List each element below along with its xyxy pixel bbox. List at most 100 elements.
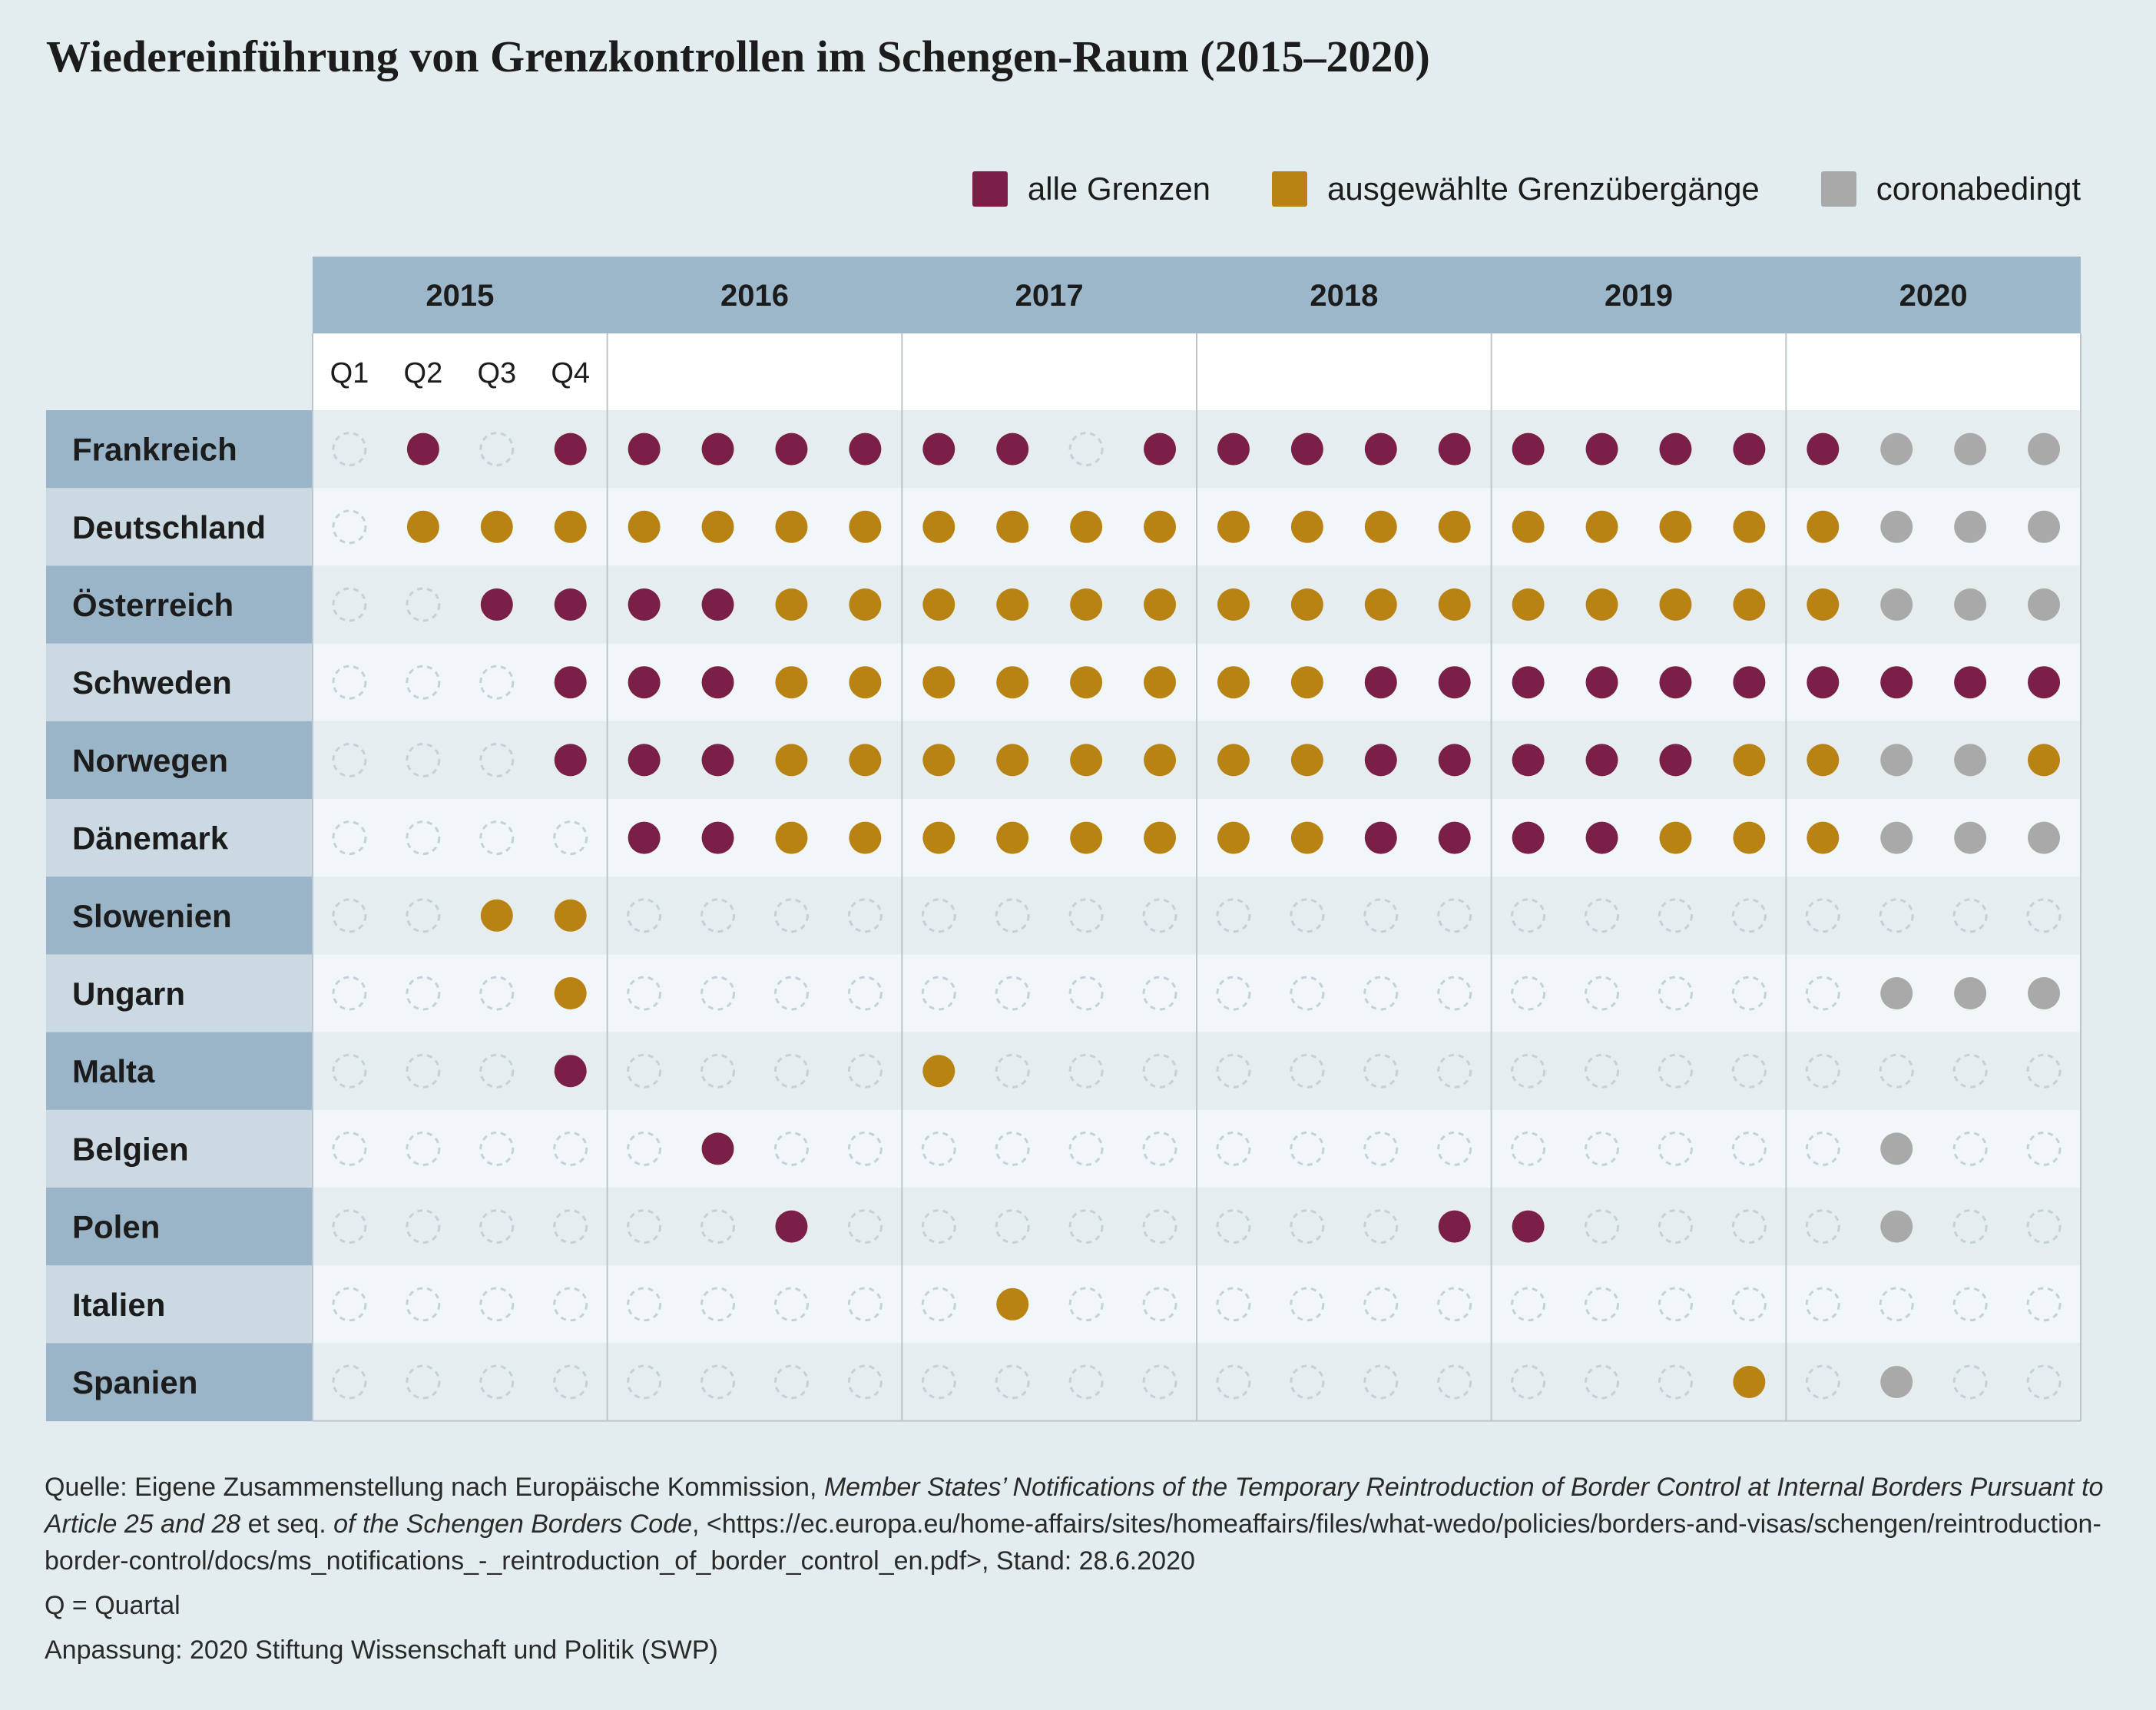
country-label-oesterreich: Österreich xyxy=(72,587,233,623)
legend: alle Grenzen ausgewählte Grenzübergänge … xyxy=(911,171,2081,207)
status-dot xyxy=(1659,588,1692,621)
status-dot xyxy=(1880,588,1913,621)
empty-marker xyxy=(553,1131,588,1166)
status-dot xyxy=(628,821,661,854)
status-dot xyxy=(1217,666,1250,699)
empty-marker xyxy=(332,742,367,777)
empty-marker xyxy=(479,820,515,856)
empty-marker xyxy=(1142,1209,1177,1244)
status-dot xyxy=(1733,1366,1766,1398)
empty-marker xyxy=(1658,1209,1693,1244)
empty-marker xyxy=(773,1364,809,1400)
status-dot xyxy=(1364,666,1397,699)
empty-marker xyxy=(1805,1053,1840,1089)
status-dot xyxy=(775,432,808,466)
status-dot xyxy=(1290,588,1323,621)
empty-marker xyxy=(406,587,441,622)
status-dot xyxy=(1438,588,1471,621)
empty-marker xyxy=(847,1364,883,1400)
legend-swatch-ausgewaehlte-grenzuebergaenge xyxy=(1272,171,1308,207)
empty-marker xyxy=(847,898,883,933)
empty-marker xyxy=(1511,898,1546,933)
empty-marker xyxy=(2026,1364,2062,1400)
status-dot xyxy=(1659,510,1692,543)
year-label-2016: 2016 xyxy=(720,279,789,313)
empty-marker xyxy=(1216,1287,1251,1322)
empty-marker xyxy=(406,976,441,1011)
country-label-cell xyxy=(46,1188,313,1266)
empty-marker xyxy=(1068,1209,1104,1244)
empty-marker xyxy=(847,1287,883,1322)
empty-marker xyxy=(1952,1131,1988,1166)
empty-marker xyxy=(406,1209,441,1244)
empty-marker xyxy=(479,664,515,700)
status-dot xyxy=(1070,821,1103,854)
year-label-2019: 2019 xyxy=(1605,279,1673,313)
status-dot xyxy=(849,666,882,699)
quarter-label-q3: Q3 xyxy=(477,357,516,389)
empty-marker xyxy=(1879,1287,1914,1322)
status-dot xyxy=(1364,432,1397,466)
empty-marker xyxy=(1363,1287,1399,1322)
status-dot xyxy=(1438,821,1471,854)
empty-marker xyxy=(1952,1209,1988,1244)
empty-marker xyxy=(773,1053,809,1089)
empty-marker xyxy=(1363,1209,1399,1244)
source-prefix: Quelle: Eigene Zusammenstellung nach Eur… xyxy=(45,1473,824,1502)
status-dot xyxy=(1807,821,1840,854)
status-dot xyxy=(1364,821,1397,854)
status-dot xyxy=(1290,432,1323,466)
adaptation-note: Anpassung: 2020 Stiftung Wissenschaft un… xyxy=(45,1635,718,1665)
empty-marker xyxy=(332,1287,367,1322)
empty-marker xyxy=(627,976,662,1011)
status-dot xyxy=(2028,977,2061,1009)
empty-marker xyxy=(1437,1364,1472,1400)
status-dot xyxy=(1880,1132,1913,1165)
status-dot xyxy=(922,821,955,854)
status-dot xyxy=(1512,510,1545,543)
empty-marker xyxy=(995,976,1030,1011)
status-dot xyxy=(1512,588,1545,621)
empty-marker xyxy=(553,820,588,856)
status-dot xyxy=(1954,744,1987,777)
empty-marker xyxy=(1658,1287,1693,1322)
empty-marker xyxy=(1142,1053,1177,1089)
empty-marker xyxy=(332,820,367,856)
empty-marker xyxy=(995,1364,1030,1400)
status-dot xyxy=(1733,432,1766,466)
empty-marker xyxy=(1216,976,1251,1011)
empty-marker xyxy=(332,1131,367,1166)
status-dot xyxy=(1659,432,1692,466)
empty-marker xyxy=(1731,1131,1767,1166)
status-dot xyxy=(554,432,587,466)
source-citation: Quelle: Eigene Zusammenstellung nach Eur… xyxy=(45,1469,2118,1579)
status-dot xyxy=(1290,510,1323,543)
empty-marker xyxy=(1142,1131,1177,1166)
empty-marker xyxy=(1805,1131,1840,1166)
status-dot xyxy=(701,821,734,854)
status-dot xyxy=(2028,510,2061,543)
empty-marker xyxy=(1879,1053,1914,1089)
status-dot xyxy=(775,1210,808,1243)
source-url: , <https://ec.europa.eu/home-affairs/sit… xyxy=(45,1510,2101,1576)
status-dot xyxy=(996,432,1029,466)
status-dot xyxy=(1438,744,1471,777)
empty-marker xyxy=(479,1131,515,1166)
status-dot xyxy=(1438,432,1471,466)
status-dot xyxy=(1217,510,1250,543)
legend-label-alle-grenzen: alle Grenzen xyxy=(1027,171,1211,207)
status-dot xyxy=(775,744,808,777)
country-label-cell xyxy=(46,410,313,489)
status-dot xyxy=(1585,588,1618,621)
empty-marker xyxy=(332,587,367,622)
empty-marker xyxy=(2026,1209,2062,1244)
empty-marker xyxy=(406,820,441,856)
source-code-title: of the Schengen Borders Code xyxy=(333,1510,693,1539)
sources: Quelle: Eigene Zusammenstellung nach Eur… xyxy=(45,1469,2118,1669)
empty-marker xyxy=(332,432,367,467)
status-dot xyxy=(1438,510,1471,543)
empty-marker xyxy=(2026,1053,2062,1089)
empty-marker xyxy=(995,1053,1030,1089)
legend-item-ausgewaehlte-grenzuebergaenge: ausgewählte Grenzübergänge xyxy=(1272,171,1760,207)
status-dot xyxy=(849,821,882,854)
